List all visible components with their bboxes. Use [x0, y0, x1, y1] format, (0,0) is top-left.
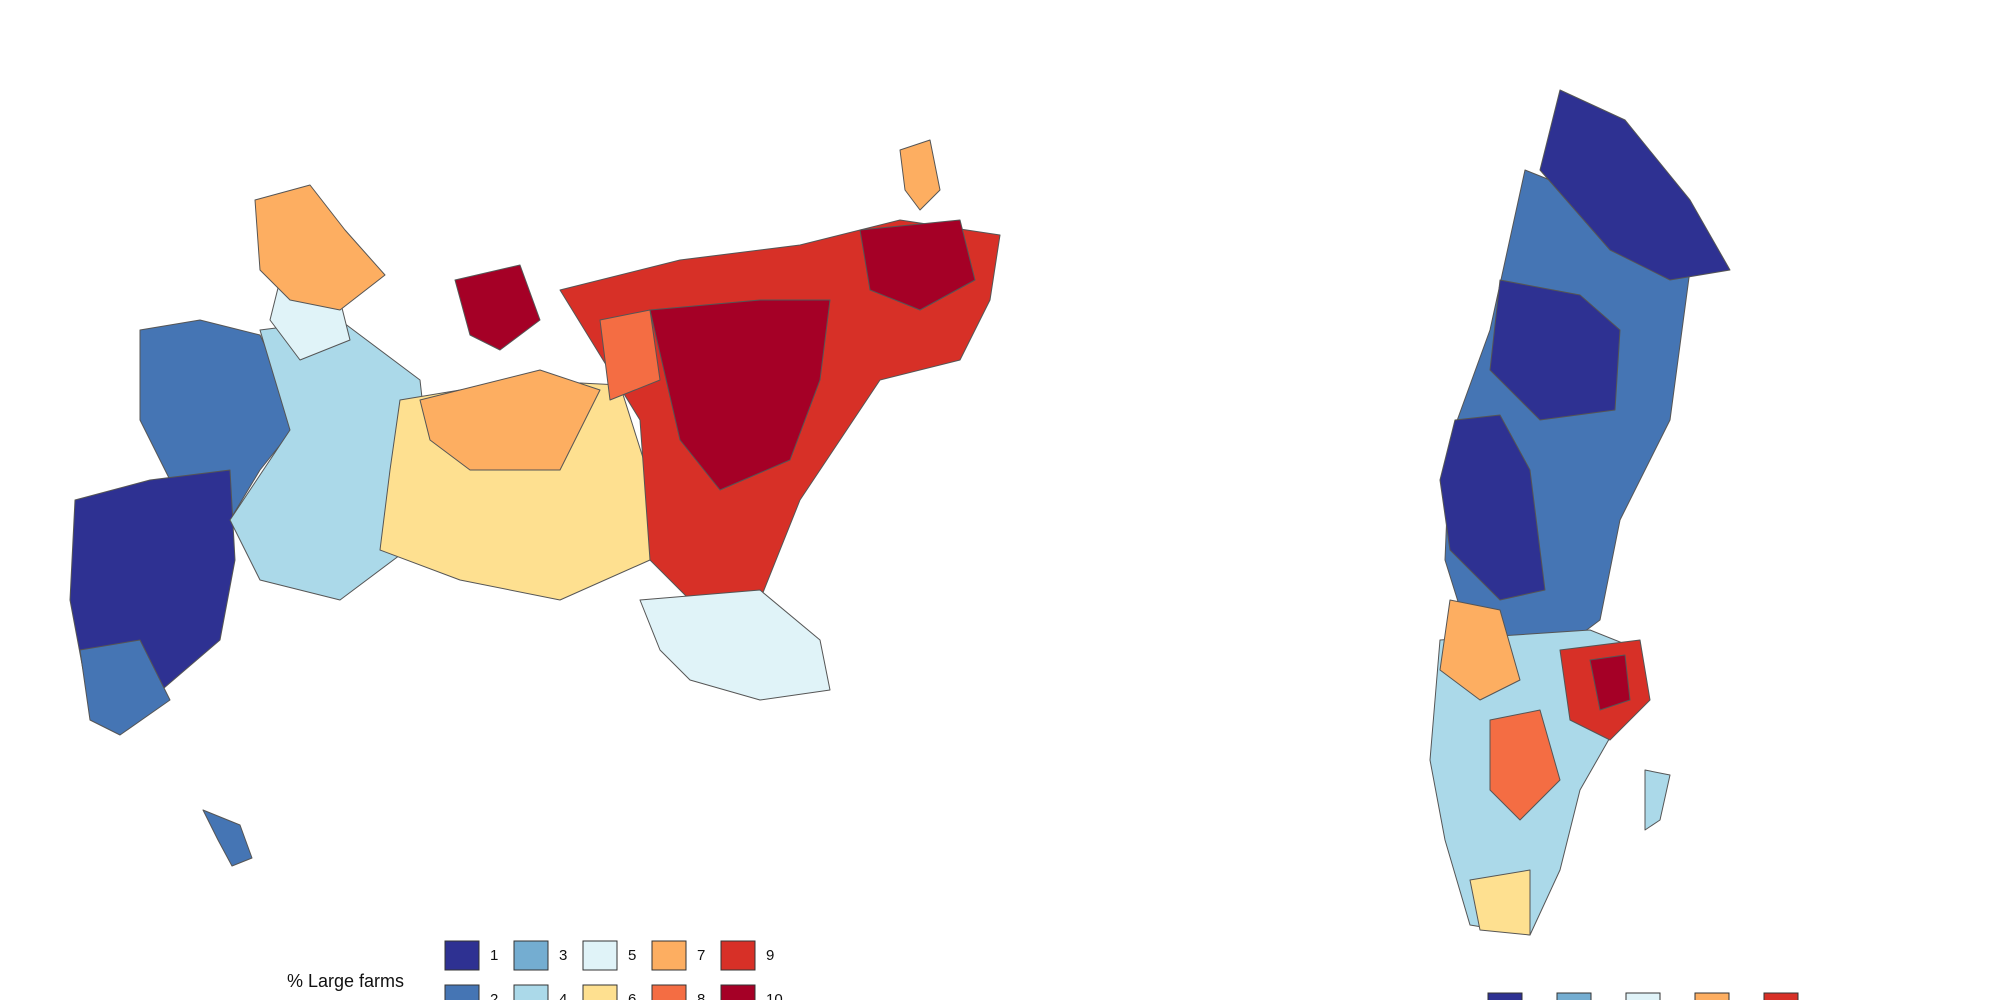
legend-swatch: [651, 940, 687, 971]
region: [1469, 869, 1531, 936]
region: [229, 319, 431, 601]
legend-label: 9: [766, 947, 774, 964]
legend-label: 1: [490, 947, 498, 964]
legend-swatch: [720, 940, 756, 971]
legend-swatch: [444, 984, 480, 1000]
region: [1539, 89, 1731, 281]
region: [899, 139, 941, 211]
region: [202, 809, 253, 867]
legend-label: 5: [628, 947, 636, 964]
legend-label: 3: [559, 947, 567, 964]
region: [859, 219, 976, 311]
legend-label: 4: [559, 991, 567, 1000]
legend-swatch: [1694, 992, 1730, 1000]
legend-swatch: [1556, 992, 1592, 1000]
region: [1489, 279, 1621, 421]
legend-label: 2: [490, 991, 498, 1000]
region: [1439, 599, 1521, 701]
legend: % Large farms 1 2 3 4 5 6 7 8 9 10: [287, 940, 783, 1000]
region: [599, 309, 661, 401]
legend-swatch: [651, 984, 687, 1000]
legend-swatch: [582, 940, 618, 971]
legend-swatch: [1487, 992, 1523, 1000]
region: [139, 319, 301, 521]
legend-swatch: [1625, 992, 1661, 1000]
legend-label: 6: [628, 991, 636, 1000]
legend-label: 8: [697, 991, 705, 1000]
region: [649, 299, 831, 491]
region: [1489, 709, 1561, 821]
prussia-map: [69, 139, 1001, 867]
legend-2: [1487, 992, 1799, 1000]
sweden-map: [1429, 89, 1731, 936]
legend-swatch: [444, 940, 480, 971]
region: [639, 589, 831, 701]
legend-swatch: [513, 940, 549, 971]
legend-label: 10: [766, 991, 783, 1000]
region: [1644, 769, 1671, 831]
region: [1439, 414, 1546, 601]
region: [1589, 654, 1631, 711]
region: [254, 184, 386, 311]
region: [79, 639, 171, 736]
legend-swatch: [582, 984, 618, 1000]
region: [419, 369, 601, 471]
legend-swatch: [1763, 992, 1799, 1000]
legend-swatch: [513, 984, 549, 1000]
region: [454, 264, 541, 351]
legend-title: % Large farms: [287, 971, 404, 991]
legend-label: 7: [697, 947, 705, 964]
legend-swatch: [720, 984, 756, 1000]
